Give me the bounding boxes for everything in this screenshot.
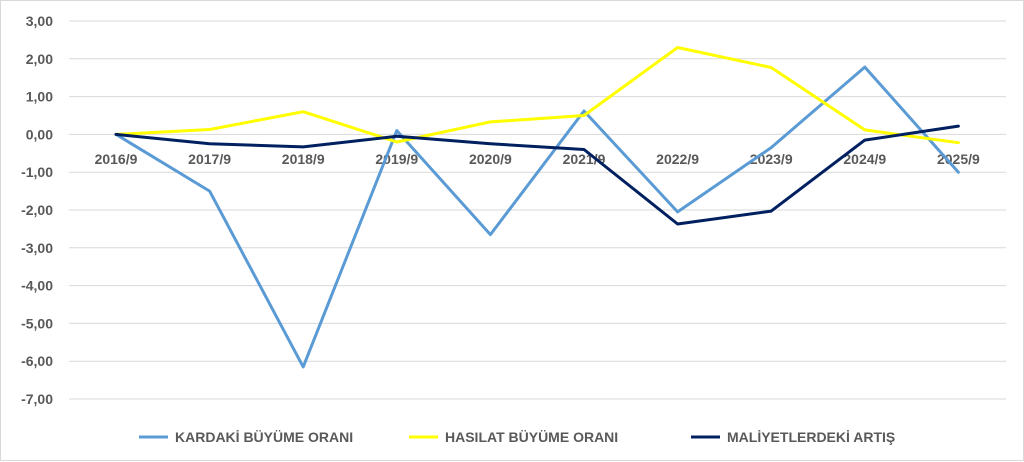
legend-label: MALİYETLERDEKİ ARTIŞ	[727, 429, 895, 445]
y-tick-label: -1,00	[21, 164, 53, 180]
x-tick-label: 2024/9	[843, 151, 886, 167]
legend: KARDAKİ BÜYÜME ORANI HASILAT BÜYÜME ORANI…	[139, 429, 895, 445]
y-axis-ticks: 3,00 2,00 1,00 0,00 -1,00 -2,00 -3,00 -4,00 -5,0…	[21, 13, 53, 407]
y-tick-label: -3,00	[21, 240, 53, 256]
series-line	[114, 46, 960, 145]
x-tick-label: 2022/9	[656, 151, 699, 167]
series-lines	[114, 46, 960, 369]
x-tick-label: 2017/9	[188, 151, 231, 167]
legend-label: KARDAKİ BÜYÜME ORANI	[175, 429, 353, 445]
x-tick-label: 2025/9	[937, 151, 980, 167]
x-tick-label: 2020/9	[469, 151, 512, 167]
legend-label: HASILAT BÜYÜME ORANI	[445, 429, 618, 445]
x-tick-label: 2018/9	[282, 151, 325, 167]
y-tick-label: 0,00	[26, 126, 53, 142]
y-tick-label: -7,00	[21, 391, 53, 407]
y-tick-label: -2,00	[21, 202, 53, 218]
y-tick-label: -5,00	[21, 315, 53, 331]
y-tick-label: 1,00	[26, 89, 53, 105]
x-tick-label: 2021/9	[563, 151, 606, 167]
gridlines	[69, 20, 1006, 400]
y-tick-label: 2,00	[26, 51, 53, 67]
x-axis-ticks: 2016/9 2017/9 2018/9 2019/9 2020/9 2021/9 2022…	[95, 151, 980, 167]
series-line	[114, 124, 960, 226]
y-tick-label: -4,00	[21, 278, 53, 294]
x-tick-label: 2016/9	[95, 151, 138, 167]
series-line	[114, 65, 960, 369]
y-tick-label: -6,00	[21, 353, 53, 369]
y-tick-label: 3,00	[26, 13, 53, 29]
